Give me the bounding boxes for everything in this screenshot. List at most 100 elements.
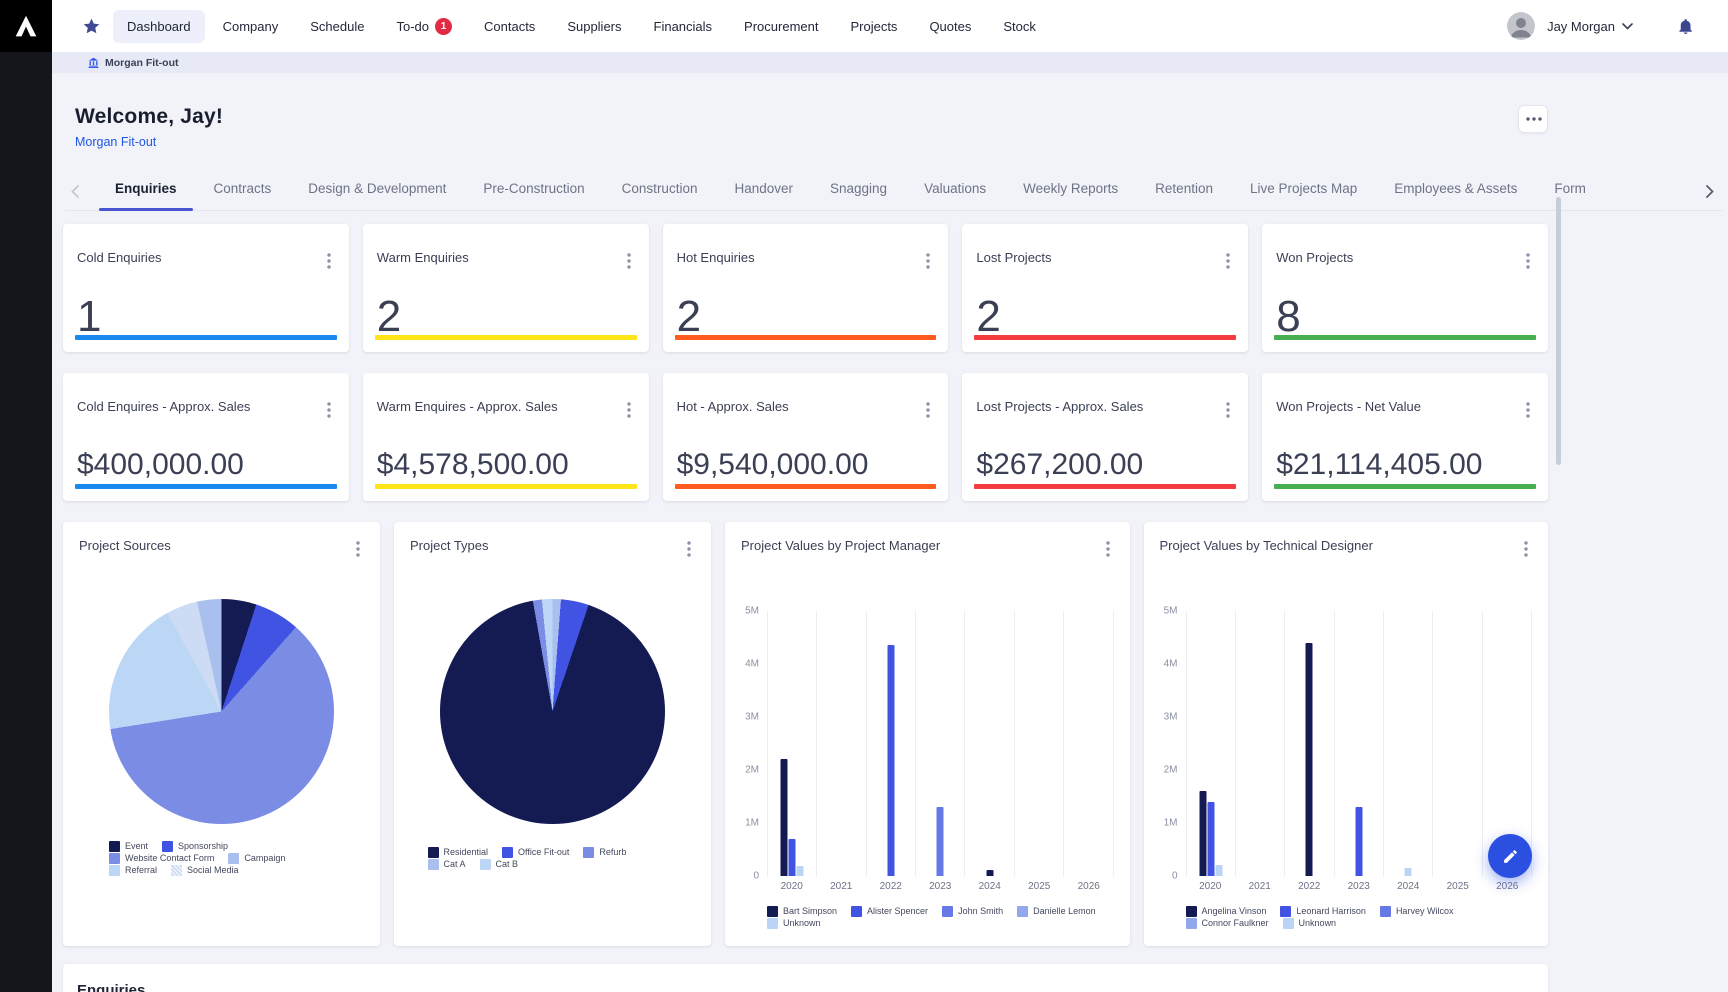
legend-swatch — [109, 865, 120, 876]
legend-label: Cat A — [443, 859, 466, 869]
tab-handover[interactable]: Handover — [734, 181, 793, 211]
bar-column-2023 — [915, 611, 964, 876]
bar-column-2021 — [816, 611, 865, 876]
legend-swatch — [767, 906, 778, 917]
legend-label: Leonard Harrison — [1296, 906, 1366, 916]
tab-snagging[interactable]: Snagging — [830, 181, 887, 211]
tab-design-development[interactable]: Design & Development — [308, 181, 446, 211]
nav-item-suppliers[interactable]: Suppliers — [553, 10, 635, 43]
kebab-menu-button[interactable] — [922, 399, 934, 420]
kebab-icon — [626, 401, 631, 418]
section-title: Enquiries — [77, 982, 146, 992]
tab-contracts[interactable]: Contracts — [214, 181, 272, 211]
stat-value: 8 — [1276, 292, 1301, 341]
dashboard-content: Welcome, Jay! Morgan Fit-out Enquiries C… — [52, 73, 1728, 992]
kebab-icon — [926, 401, 931, 418]
kebab-menu-button[interactable] — [1102, 538, 1114, 559]
accent-bar — [374, 484, 637, 489]
avatar[interactable] — [1507, 12, 1536, 40]
notifications-bell-icon[interactable] — [1677, 17, 1695, 36]
nav-item-stock[interactable]: Stock — [989, 10, 1050, 43]
tab-pre-construction[interactable]: Pre-Construction — [483, 181, 584, 211]
bar-chart-card-technical-designer: Project Values by Technical Designer 0 1M… — [1143, 522, 1548, 946]
page-more-button[interactable] — [1518, 105, 1548, 133]
user-name[interactable]: Jay Morgan — [1547, 18, 1615, 34]
kebab-menu-button[interactable] — [1222, 399, 1234, 420]
nav-item-dashboard[interactable]: Dashboard — [113, 9, 205, 43]
y-tick-label: 2M — [1163, 764, 1178, 776]
nav-item-quotes[interactable]: Quotes — [915, 10, 985, 43]
stat-value: 2 — [976, 292, 1001, 341]
tab-form[interactable]: Form — [1554, 181, 1586, 211]
stat-value: $9,540,000.00 — [676, 448, 869, 481]
kebab-menu-button[interactable] — [623, 250, 635, 271]
bar — [936, 807, 944, 876]
nav-item-company[interactable]: Company — [209, 10, 293, 43]
kebab-icon — [1524, 540, 1528, 557]
edit-dashboard-fab[interactable] — [1488, 834, 1532, 878]
card-title: Cold Enquiries — [77, 250, 162, 265]
tab-enquiries[interactable]: Enquiries — [99, 181, 192, 211]
tab-live-projects-map[interactable]: Live Projects Map — [1250, 181, 1357, 211]
legend-item: Bart Simpson — [767, 906, 837, 917]
kebab-menu-button[interactable] — [323, 250, 335, 271]
vertical-scrollbar[interactable] — [1556, 197, 1561, 465]
bar-column-2022 — [865, 611, 915, 876]
nav-item-procurement[interactable]: Procurement — [730, 10, 832, 43]
favorites-star-icon[interactable] — [82, 17, 101, 36]
legend-label: Cat B — [495, 859, 519, 869]
bar-column-2022 — [1284, 611, 1333, 876]
card-title: Lost Projects — [976, 250, 1052, 265]
accent-bar — [374, 335, 637, 340]
breadcrumb-company-link[interactable]: Morgan Fit-out — [105, 56, 179, 69]
kebab-menu-button[interactable] — [1222, 250, 1234, 271]
stat-card-warm-enquiries: Warm Enquiries 2 — [362, 224, 649, 352]
page-title: Welcome, Jay! — [75, 105, 224, 128]
kebab-menu-button[interactable] — [623, 399, 635, 420]
nav-label: Quotes — [929, 18, 972, 34]
tabs-scroll-left-button[interactable] — [65, 185, 85, 211]
bar — [1215, 865, 1223, 876]
tabs-scroll-right-button[interactable] — [1700, 185, 1720, 211]
kebab-menu-button[interactable] — [1522, 399, 1534, 420]
tab-weekly-reports[interactable]: Weekly Reports — [1023, 181, 1118, 211]
legend-swatch — [1282, 918, 1294, 929]
user-menu[interactable]: Jay Morgan — [1507, 12, 1695, 40]
nav-item-projects[interactable]: Projects — [836, 10, 911, 43]
app-logo[interactable] — [0, 0, 52, 52]
main-nav: Dashboard Company Schedule To-do 1 Contac… — [113, 9, 1050, 44]
bar-column-2026 — [1481, 611, 1531, 876]
bar — [1404, 868, 1412, 876]
card-title: Project Types — [410, 538, 489, 553]
card-title: Cold Enquires - Approx. Sales — [77, 399, 251, 414]
accent-bar — [75, 484, 337, 489]
tab-retention[interactable]: Retention — [1155, 181, 1213, 211]
kebab-menu-button[interactable] — [683, 538, 695, 559]
card-title: Hot - Approx. Sales — [676, 399, 789, 414]
y-axis: 0 1M 2M 3M 4M 5M — [1160, 606, 1186, 882]
tab-construction[interactable]: Construction — [622, 181, 698, 211]
kebab-menu-button[interactable] — [1522, 250, 1534, 271]
legend-item: Referral — [109, 865, 157, 876]
accent-bar — [1274, 335, 1536, 340]
nav-label: Procurement — [744, 18, 819, 34]
stat-card-lost-projects: Lost Projects 2 — [962, 224, 1249, 352]
kebab-menu-button[interactable] — [922, 250, 934, 271]
nav-item-schedule[interactable]: Schedule — [296, 10, 378, 43]
kebab-menu-button[interactable] — [323, 399, 335, 420]
tab-employees-assets[interactable]: Employees & Assets — [1394, 181, 1517, 211]
tab-valuations[interactable]: Valuations — [924, 181, 986, 211]
kebab-menu-button[interactable] — [352, 538, 364, 559]
x-tick-label: 2022 — [879, 881, 902, 892]
project-link[interactable]: Morgan Fit-out — [75, 135, 157, 149]
nav-item-contacts[interactable]: Contacts — [470, 10, 549, 43]
page-header: Welcome, Jay! Morgan Fit-out — [52, 73, 1728, 151]
nav-item-financials[interactable]: Financials — [640, 10, 727, 43]
nav-item-todo[interactable]: To-do 1 — [382, 9, 466, 44]
legend-swatch — [228, 853, 240, 864]
stat-value: $267,200.00 — [976, 448, 1144, 481]
kebab-menu-button[interactable] — [1520, 538, 1532, 559]
company-bank-icon — [88, 57, 99, 68]
chevron-down-icon[interactable] — [1622, 22, 1633, 30]
bar-plot — [767, 611, 1114, 876]
